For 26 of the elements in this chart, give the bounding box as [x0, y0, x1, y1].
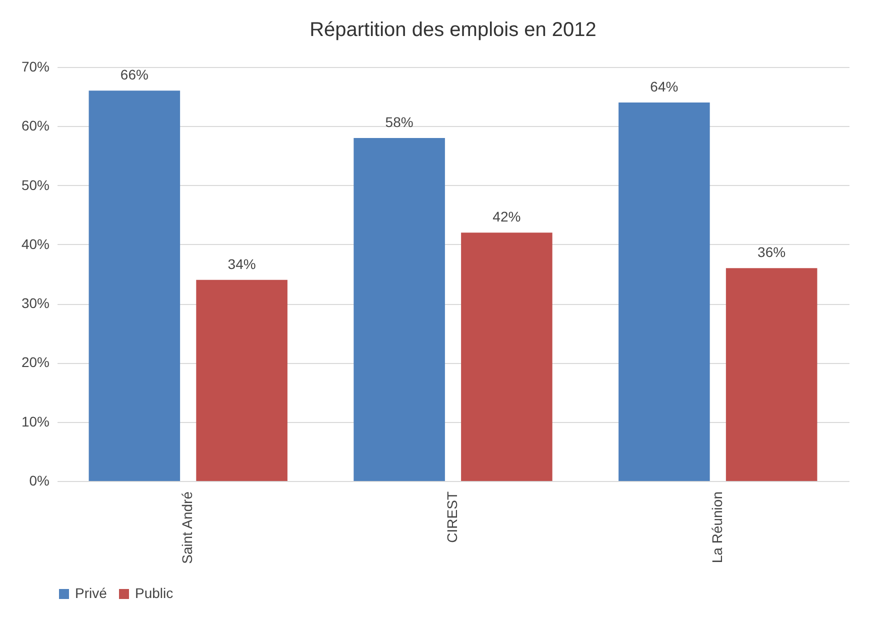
bar: [88, 90, 180, 481]
y-tick-label: 0%: [29, 472, 50, 488]
data-label: 34%: [228, 256, 256, 272]
y-tick-label: 50%: [21, 176, 50, 193]
data-label: 58%: [385, 114, 414, 130]
y-tick-label: 10%: [21, 413, 50, 430]
y-tick-label: 30%: [21, 295, 50, 312]
legend-label: Privé: [75, 585, 108, 601]
data-label: 42%: [492, 208, 521, 225]
chart-title: Répartition des emplois en 2012: [310, 19, 596, 41]
data-label: 64%: [650, 78, 678, 94]
bar: [196, 280, 288, 481]
y-tick-label: 20%: [21, 354, 50, 370]
y-tick-label: 40%: [21, 236, 50, 252]
data-label: 36%: [758, 244, 786, 260]
bar: [726, 268, 818, 481]
y-tick-label: 60%: [21, 118, 50, 134]
bar: [618, 102, 710, 481]
x-tick-label: Saint André: [179, 491, 196, 564]
y-tick-label: 70%: [21, 58, 50, 74]
bar: [461, 232, 552, 481]
data-label: 66%: [120, 66, 148, 83]
bar: [354, 138, 445, 481]
x-tick-label: La Réunion: [708, 492, 725, 564]
legend-label: Public: [135, 585, 174, 601]
x-tick-label: CIREST: [444, 491, 460, 543]
